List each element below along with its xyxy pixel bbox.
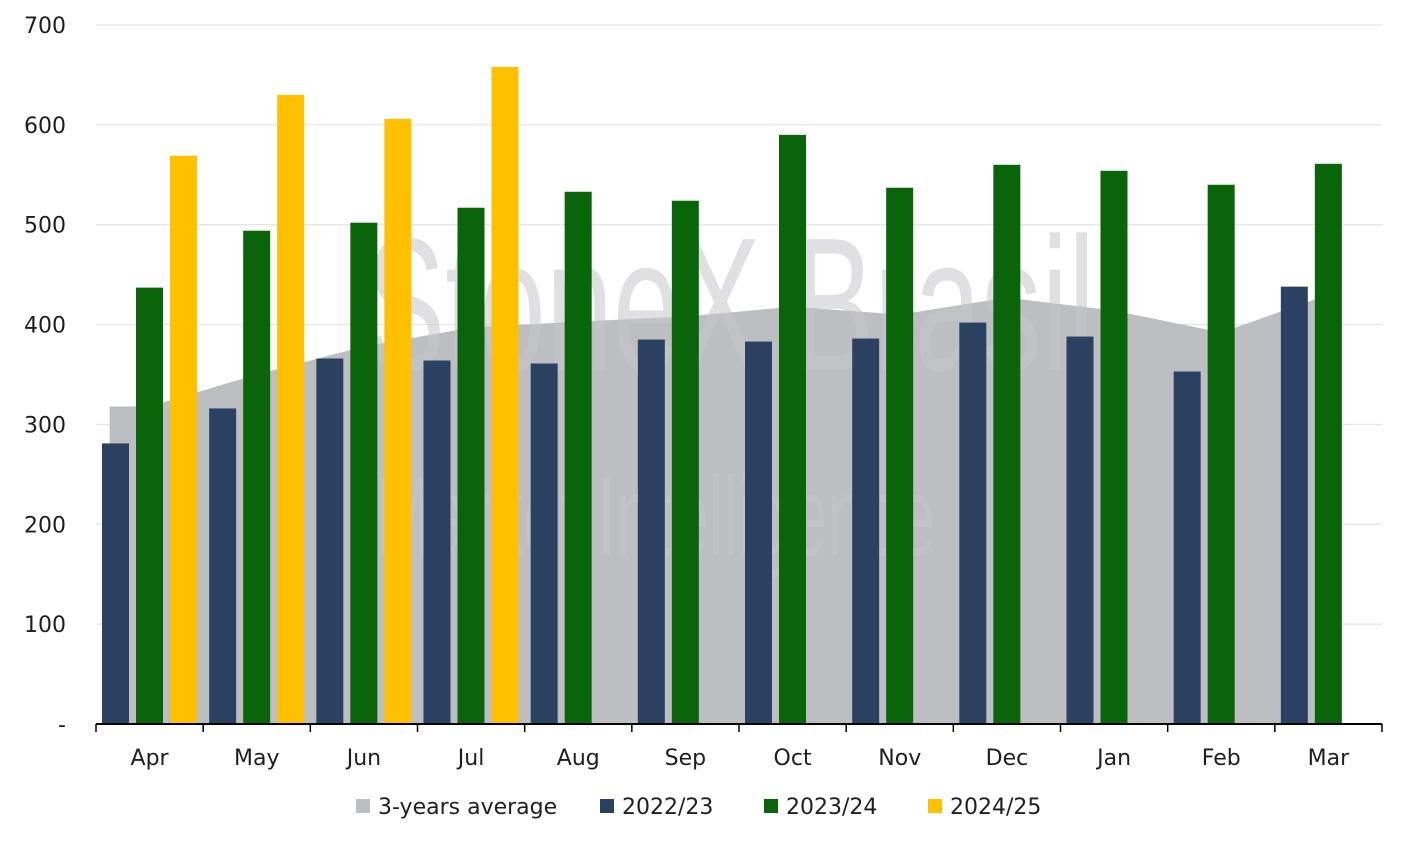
legend-label-2: 2023/24 — [786, 795, 877, 820]
bar-2023-24-oct — [779, 134, 806, 725]
x-tick-label-jun: Jun — [345, 746, 381, 771]
bar-2024-25-jun — [384, 118, 412, 724]
legend-label-0: 3-years average — [378, 795, 557, 820]
bar-2022-23-nov — [852, 338, 880, 724]
legend-swatch-3 — [928, 799, 942, 813]
bar-2023-24-nov — [886, 187, 914, 724]
bar-2022-23-dec — [959, 322, 987, 724]
legend-label-3: 2024/25 — [950, 795, 1041, 820]
bar-2022-23-aug — [530, 363, 558, 724]
y-tick-label-5: 500 — [24, 214, 66, 239]
legend-label-1: 2022/23 — [622, 795, 713, 820]
bar-2022-23-sep — [637, 339, 665, 724]
bar-2022-23-jun — [316, 358, 344, 724]
average-area-layer — [109, 294, 1339, 724]
y-tick-label-1: 100 — [24, 613, 66, 638]
bar-2023-24-feb — [1207, 184, 1235, 724]
y-tick-label-3: 300 — [24, 413, 66, 438]
y-tick-label-0: - — [58, 713, 66, 738]
y-tick-label-4: 400 — [24, 314, 66, 339]
y-axis-tick-labels: - 100 200 300 400 500 600 700 — [24, 14, 66, 738]
legend-swatch-0 — [356, 799, 370, 813]
x-tick-label-nov: Nov — [878, 746, 921, 771]
bar-2023-24-jul — [457, 207, 485, 724]
y-tick-label-6: 600 — [24, 114, 66, 139]
bar-2022-23-apr — [102, 443, 129, 724]
x-tick-label-feb: Feb — [1202, 746, 1241, 771]
bar-2022-23-jan — [1066, 336, 1094, 724]
bar-2023-24-jan — [1100, 170, 1128, 724]
x-tick-label-apr: Apr — [131, 746, 170, 771]
bar-2022-23-feb — [1173, 371, 1201, 724]
bar-2022-23-may — [209, 408, 237, 724]
x-axis-tick-labels: Apr May Jun Jul Aug Sep Oct Nov Dec Jan Feb Mar — [131, 746, 1351, 771]
bar-2023-24-sep — [671, 200, 699, 725]
bars-layer — [102, 66, 1342, 725]
x-tick-label-dec: Dec — [986, 746, 1029, 771]
x-tick-label-aug: Aug — [557, 746, 600, 771]
average-area — [109, 294, 1339, 724]
bar-2023-24-mar — [1314, 163, 1342, 725]
bar-2022-23-mar — [1280, 286, 1308, 724]
y-tick-label-7: 700 — [24, 14, 66, 39]
bar-2022-23-jul — [423, 360, 451, 724]
x-tick-label-jul: Jul — [456, 746, 485, 771]
bar-2022-23-oct — [745, 341, 772, 724]
legend-swatch-1 — [600, 799, 614, 813]
bar-2023-24-apr — [136, 287, 163, 724]
x-tick-label-jan: Jan — [1095, 746, 1131, 771]
x-tick-label-oct: Oct — [774, 746, 812, 771]
bar-2023-24-may — [243, 230, 271, 724]
x-tick-label-may: May — [234, 746, 279, 771]
bar-2024-25-jul — [491, 66, 519, 724]
x-tick-label-sep: Sep — [665, 746, 706, 771]
y-tick-label-2: 200 — [24, 513, 66, 538]
axes-layer — [95, 723, 1383, 732]
legend-swatch-2 — [764, 799, 778, 813]
bar-2024-25-apr — [170, 155, 197, 724]
x-tick-label-mar: Mar — [1308, 746, 1350, 771]
bar-2023-24-jun — [350, 222, 378, 724]
bar-2023-24-aug — [564, 191, 592, 725]
bar-2023-24-dec — [993, 164, 1021, 725]
legend: 3-years average 2022/23 2023/24 2024/25 — [356, 795, 1041, 820]
bar-2024-25-may — [277, 94, 305, 724]
